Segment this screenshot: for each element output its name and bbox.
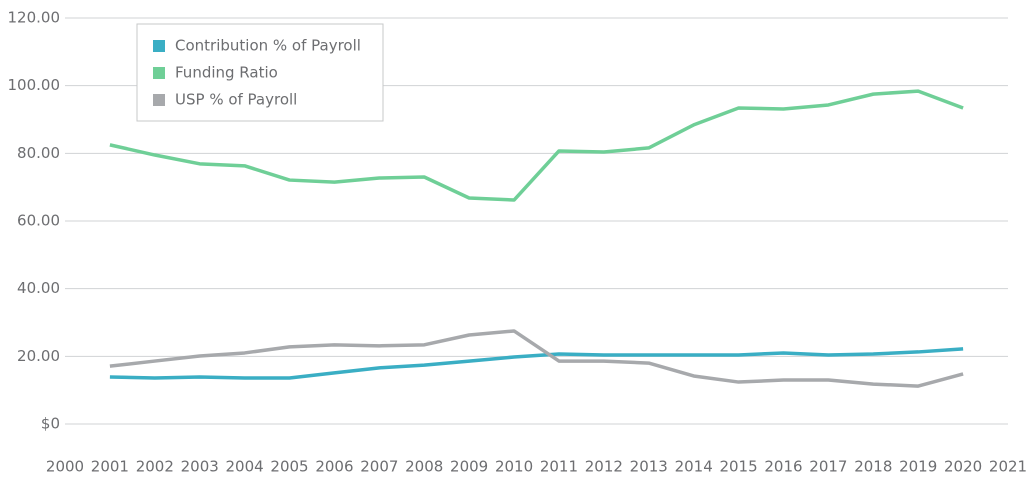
- x-tick-label: 2013: [630, 458, 668, 476]
- x-tick-label: 2011: [540, 458, 578, 476]
- y-tick-label: 40.00: [17, 279, 60, 297]
- legend-label: Contribution % of Payroll: [175, 37, 361, 55]
- x-tick-label: 2020: [944, 458, 982, 476]
- y-tick-label: 60.00: [17, 212, 60, 230]
- x-tick-label: 2017: [809, 458, 847, 476]
- x-tick-label: 2018: [854, 458, 892, 476]
- x-tick-label: 2019: [899, 458, 937, 476]
- legend-label: Funding Ratio: [175, 64, 278, 82]
- series-line: [109, 329, 964, 388]
- x-tick-label: 2005: [270, 458, 308, 476]
- legend-swatch: [153, 94, 165, 106]
- series-line: [109, 89, 964, 202]
- x-tick-label: 2015: [719, 458, 757, 476]
- y-tick-label: 100.00: [8, 76, 61, 94]
- x-tick-label: 2006: [315, 458, 353, 476]
- y-tick-label: 20.00: [17, 347, 60, 365]
- x-tick-label: 2004: [226, 458, 264, 476]
- y-tick-label: 80.00: [17, 144, 60, 162]
- x-tick-label: 2016: [764, 458, 802, 476]
- x-tick-label: 2012: [585, 458, 623, 476]
- legend-swatch: [153, 40, 165, 52]
- x-tick-label: 2007: [360, 458, 398, 476]
- series-line: [109, 347, 964, 380]
- x-tick-label: 2000: [46, 458, 84, 476]
- y-tick-label: 120.00: [8, 9, 61, 27]
- x-tick-label: 2001: [91, 458, 129, 476]
- x-tick-label: 2021: [989, 458, 1027, 476]
- x-tick-label: 2009: [450, 458, 488, 476]
- legend-swatch: [153, 67, 165, 79]
- legend-label: USP % of Payroll: [175, 91, 297, 109]
- x-tick-label: 2002: [136, 458, 174, 476]
- x-tick-label: 2010: [495, 458, 533, 476]
- x-tick-label: 2003: [181, 458, 219, 476]
- x-tick-label: 2008: [405, 458, 443, 476]
- x-tick-label: 2014: [675, 458, 713, 476]
- y-tick-label: $0: [41, 415, 60, 433]
- legend-box: [136, 23, 384, 122]
